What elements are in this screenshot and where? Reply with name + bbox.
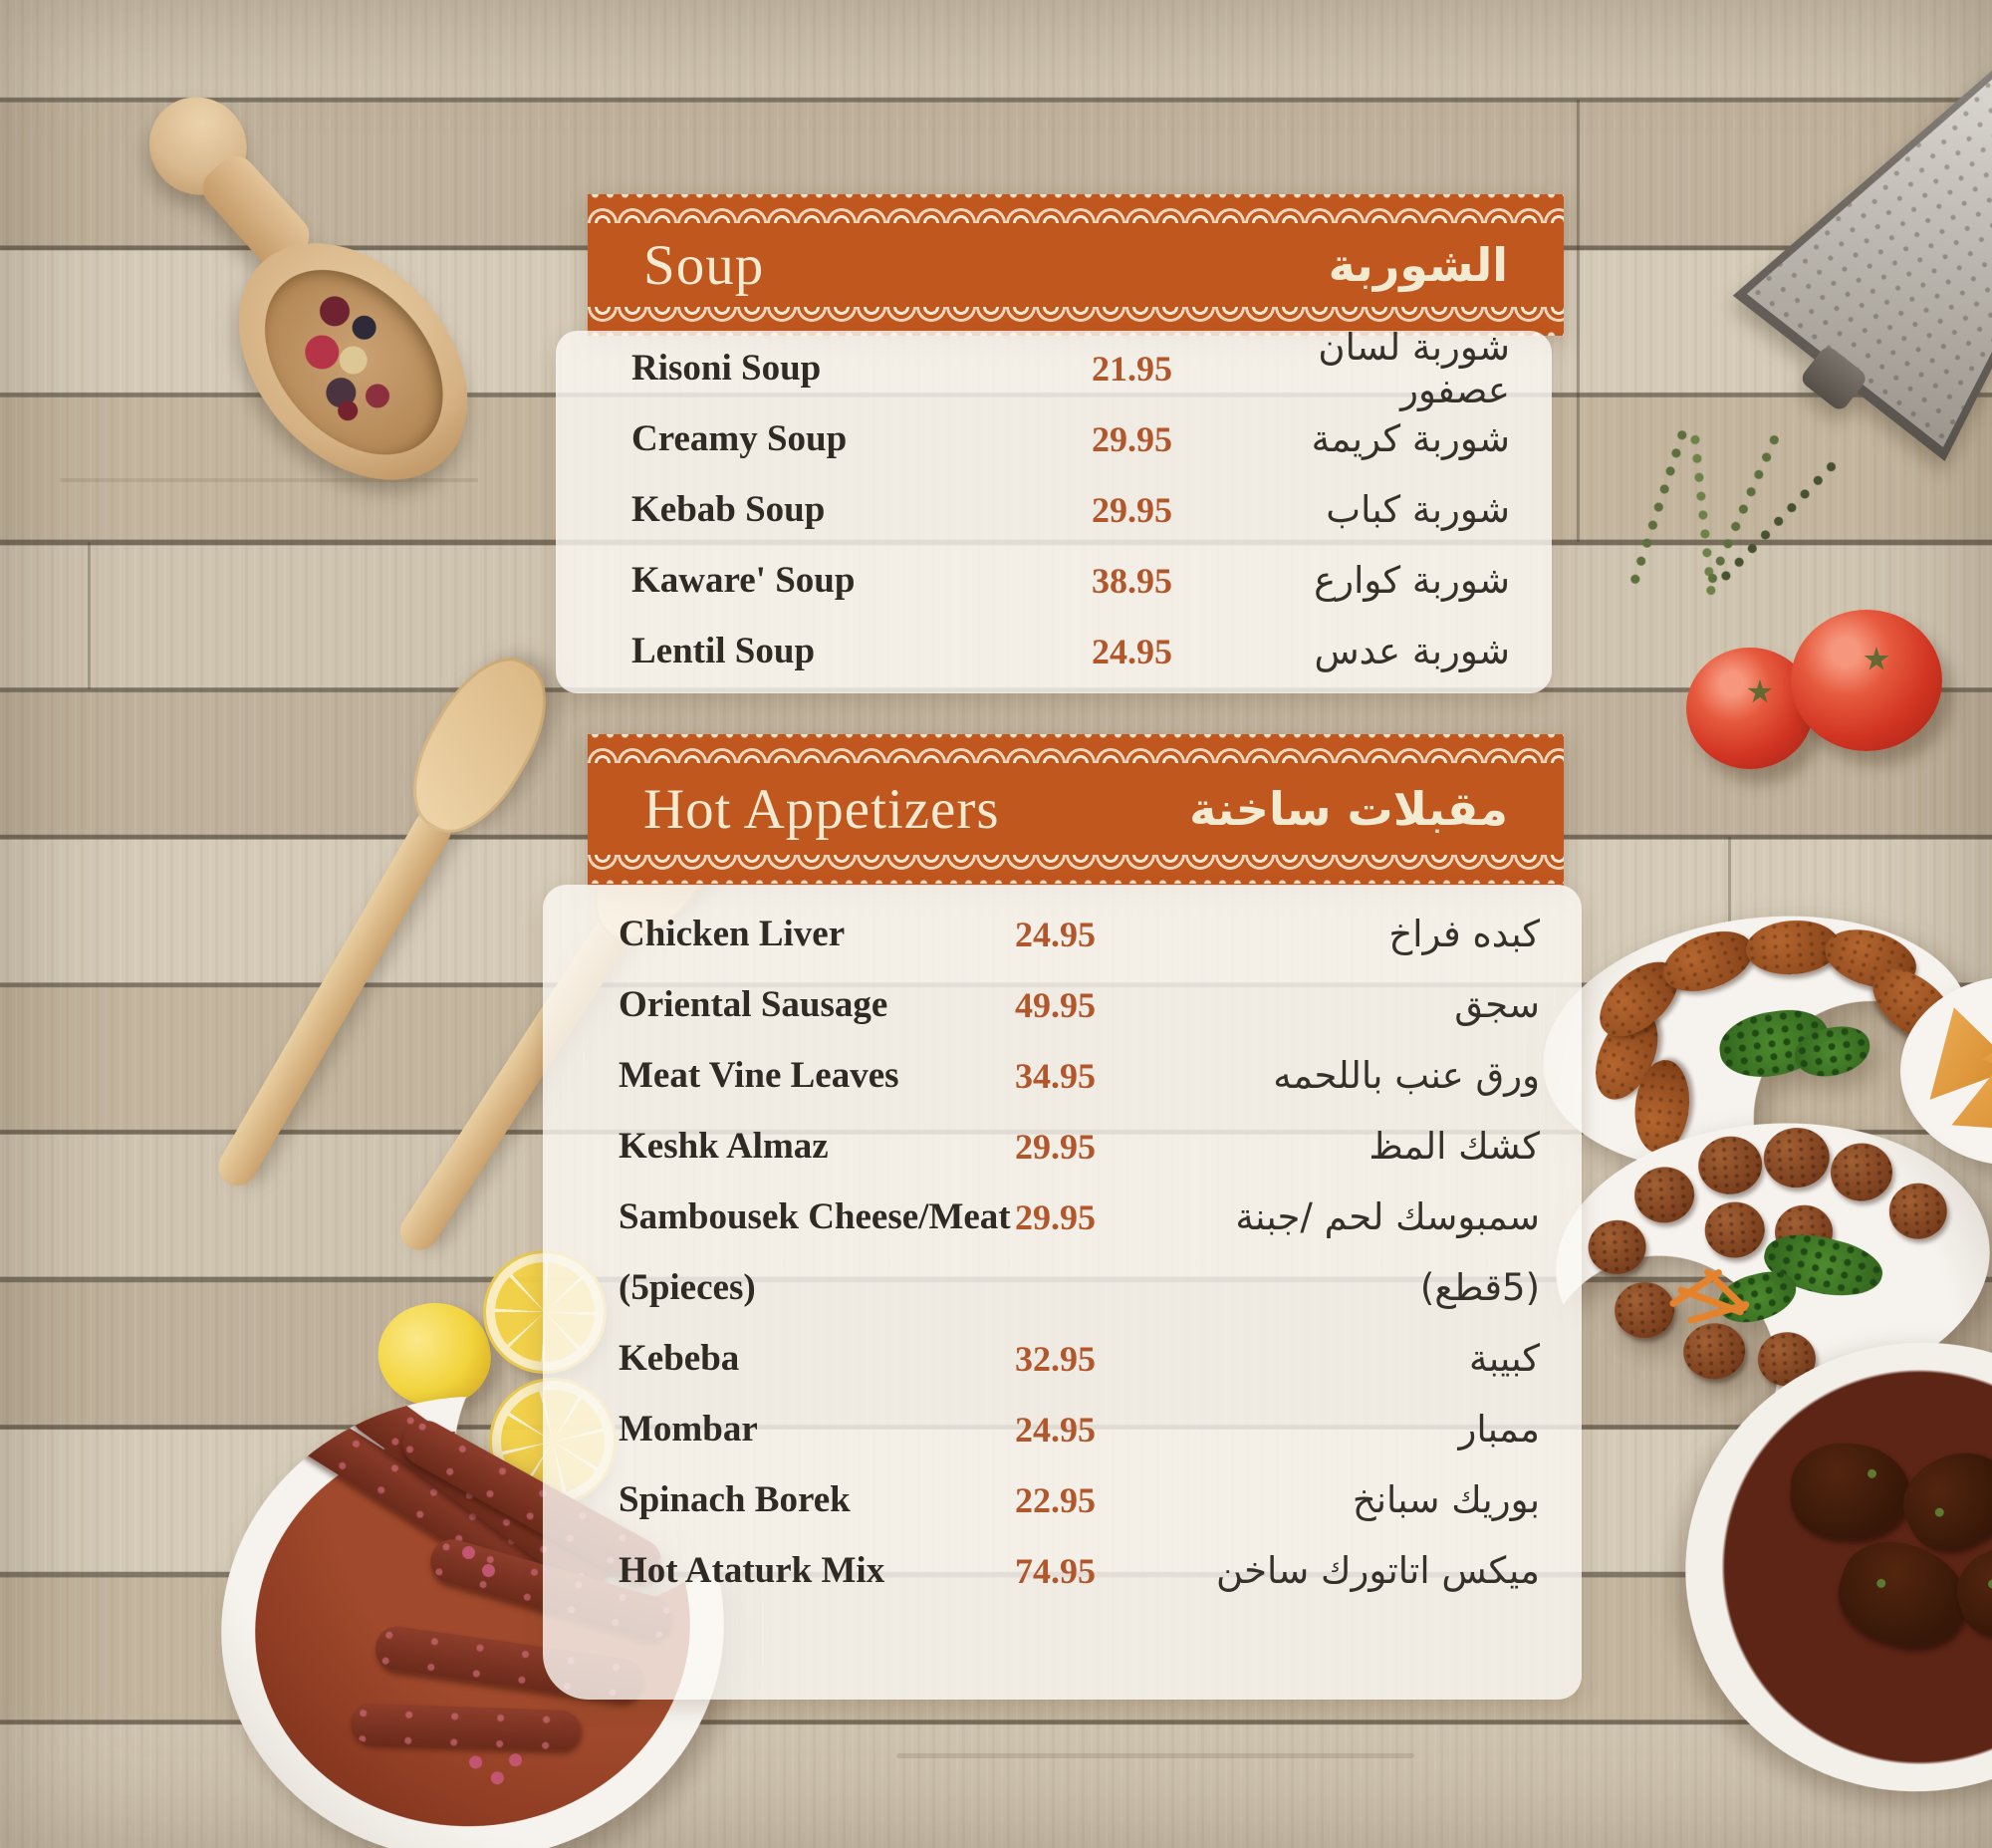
item-name-ar: شوربة لسان عصفور [1318,325,1510,411]
item-note-en: (5pieces) [619,1267,756,1308]
item-name-ar: كشك المظ [1369,1125,1540,1168]
item-price: 49.95 [1015,984,1096,1025]
item-name-ar: بوريك سبانخ [1352,1478,1540,1521]
menu-item-row: Chicken Liver 24.95 كبده فراخ [543,899,1582,969]
sausage [350,1703,581,1751]
item-name-en: Keshk Almaz [619,1126,829,1167]
wood-joint [88,542,91,689]
wood-streak [896,1753,1414,1758]
item-price: 34.95 [1015,1055,1096,1096]
item-name-en: Creamy Soup [631,418,848,459]
item-name-en: Chicken Liver [619,914,846,954]
hot-appetizers-items-panel: Chicken Liver 24.95 كبده فراخ Oriental S… [543,885,1582,1700]
lace-ornament-top [588,734,1564,763]
item-name-ar: شوربة كباب [1326,488,1510,531]
item-name-en: Oriental Sausage [619,984,888,1025]
item-name-en: Lentil Soup [631,631,816,671]
item-name-ar: شوربة عدس [1314,630,1510,672]
item-name-en: Hot Ataturk Mix [619,1550,885,1591]
menu-section-hot-appetizers: Hot Appetizers مقبلات ساخنة Chicken Live… [543,734,1582,1700]
grater-face [1747,27,1992,447]
thyme-sprigs-image [1621,423,1843,633]
menu-item-row: Hot Ataturk Mix 74.95 ميكس اتاتورك ساخن [543,1535,1582,1606]
item-name-en: Kaware' Soup [631,560,856,601]
item-name-ar: ورق عنب باللحمه [1273,1054,1540,1097]
item-name-en: Meat Vine Leaves [619,1055,899,1096]
parsley-garnish [1713,1265,1802,1330]
menu-item-row: Sambousek Cheese/Meat 29.95 سمبوسك لحم /… [543,1182,1582,1252]
section-title-ar: الشوربة [1328,238,1508,292]
menu-item-row: Kebab Soup 29.95 شوربة كباب [556,474,1552,545]
item-name-ar: كبده فراخ [1388,913,1540,955]
item-price: 74.95 [1015,1550,1096,1591]
item-name-en: Kebab Soup [631,489,826,530]
item-price: 29.95 [1092,418,1172,459]
metal-grater-image [1733,13,1992,461]
item-name-en: Kebeba [619,1338,740,1379]
item-price: 22.95 [1015,1479,1096,1520]
menu-item-row: Risoni Soup 21.95 شوربة لسان عصفور [556,326,1552,411]
soup-header: Soup الشوربة [588,194,1564,336]
item-name-en: Sambousek Cheese/Meat [619,1196,1011,1237]
menu-item-row: Spinach Borek 22.95 بوريك سبانخ [543,1464,1582,1535]
item-name-ar: شوربة كوارع [1314,559,1510,602]
kofta-ball [1681,1321,1748,1382]
wooden-spice-scoop-image [66,65,527,546]
kofta-ball [1586,1217,1648,1276]
menu-item-row: Keshk Almaz 29.95 كشك المظ [543,1111,1582,1182]
section-title-en: Hot Appetizers [643,777,1000,841]
kofta-ball [1702,1199,1767,1260]
item-note-ar: (5قطع) [1419,1266,1540,1309]
item-name-ar: سجق [1454,983,1540,1026]
lace-ornament-bottom [588,855,1564,884]
kofta-ball [1829,1141,1894,1203]
soup-items-panel: Risoni Soup 21.95 شوربة لسان عصفور Cream… [556,326,1552,693]
kofta-ball [1613,1280,1676,1341]
tomato-stem [1747,678,1773,703]
menu-item-row: Creamy Soup 29.95 شوربة كريمة [556,403,1552,474]
item-price: 21.95 [1092,348,1172,389]
item-price: 24.95 [1015,1409,1096,1450]
item-price: 38.95 [1092,560,1172,601]
item-name-en: Risoni Soup [631,348,822,389]
item-name-ar: سمبوسك لحم /جبنة [1235,1195,1540,1238]
tomato-stem [1864,646,1889,670]
menu-item-row: Meat Vine Leaves 34.95 ورق عنب باللحمه [543,1040,1582,1111]
section-title-en: Soup [643,233,765,297]
item-name-en: Spinach Borek [619,1479,851,1520]
meat-chunk [1789,1441,1912,1541]
item-price: 29.95 [1015,1126,1096,1167]
menu-item-row: Kebeba 32.95 كبيبة [543,1323,1582,1394]
section-title-ar: مقبلات ساخنة [1189,782,1508,836]
menu-item-row: Kaware' Soup 38.95 شوربة كوارع [556,545,1552,616]
item-name-ar: ميكس اتاتورك ساخن [1215,1549,1540,1592]
item-name-ar: كبيبة [1469,1337,1540,1380]
kofta-ball [1761,1125,1832,1190]
menu-item-row: Oriental Sausage 49.95 سجق [543,969,1582,1040]
item-name-ar: شوربة كريمة [1311,417,1510,460]
kofta-ball [1886,1181,1949,1241]
kofta-ball [1632,1165,1696,1225]
menu-item-note-row: (5pieces) (5قطع) [543,1252,1582,1323]
item-price: 24.95 [1092,631,1172,671]
menu-item-row: Lentil Soup 24.95 شوربة عدس [556,616,1552,686]
item-name-en: Mombar [619,1409,758,1450]
lace-ornament-top [588,194,1564,223]
item-price: 29.95 [1015,1196,1096,1237]
item-price: 32.95 [1015,1338,1096,1379]
item-price: 29.95 [1092,489,1172,530]
thyme-sprig [1625,424,1691,592]
item-name-ar: ممبار [1458,1408,1540,1451]
tomato-image [1791,610,1942,751]
menu-item-row: Mombar 24.95 ممبار [543,1394,1582,1464]
item-price: 24.95 [1015,914,1096,954]
hot-appetizers-header: Hot Appetizers مقبلات ساخنة [588,734,1564,886]
wood-joint [1577,100,1580,542]
menu-section-soup: Soup الشوربة Risoni Soup 21.95 شوربة لسا… [556,194,1564,693]
kofta-ball [1696,1134,1765,1196]
